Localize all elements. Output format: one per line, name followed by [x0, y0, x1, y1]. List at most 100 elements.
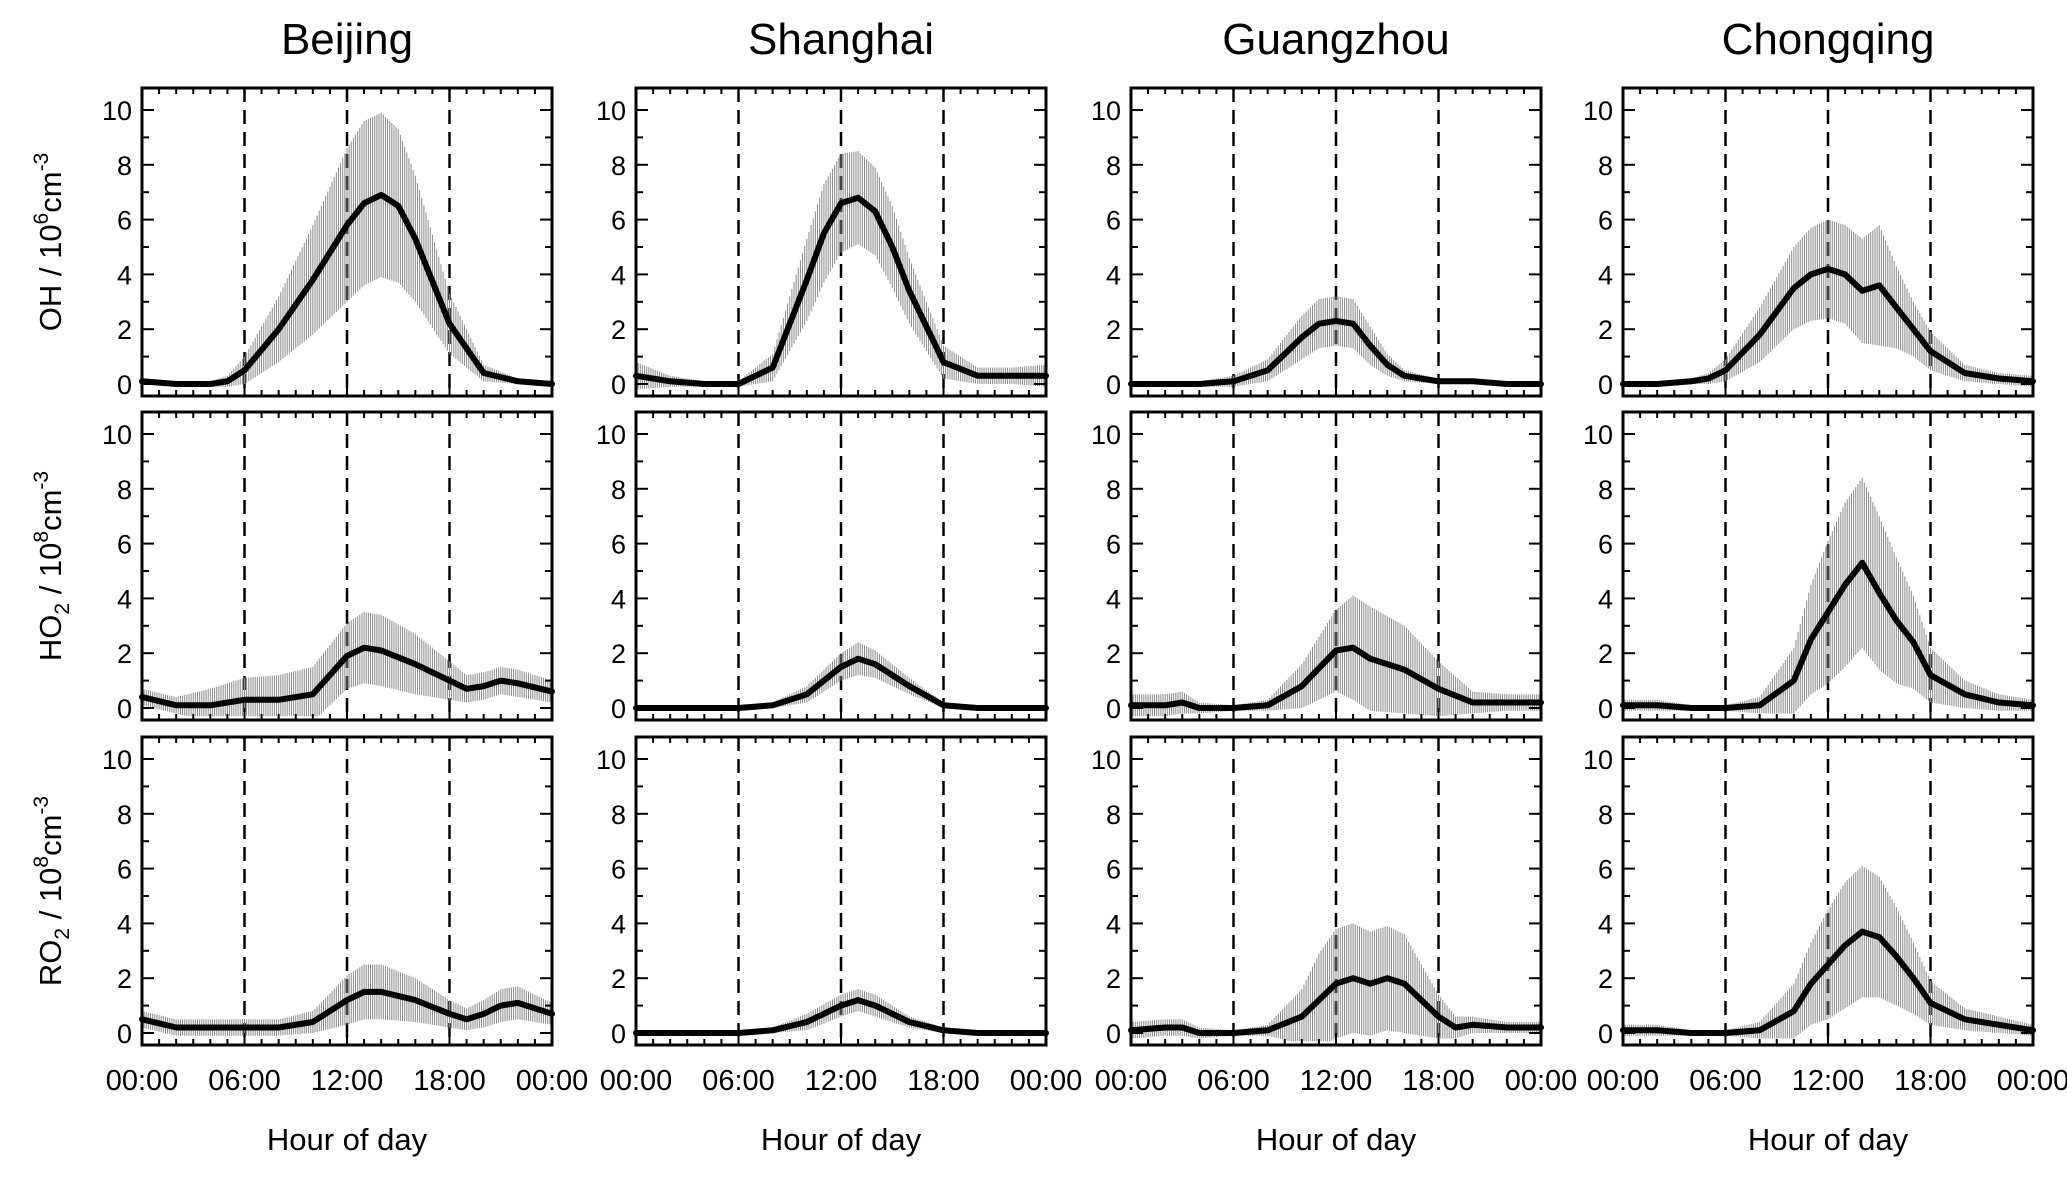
- y-tick-label: 6: [611, 206, 626, 236]
- data-point: [1791, 1008, 1797, 1014]
- y-tick-label: 8: [117, 151, 132, 181]
- y-tick-label: 6: [117, 530, 132, 560]
- data-point: [276, 1025, 282, 1031]
- y-tick-label: 4: [1106, 909, 1121, 939]
- y-axis-label: OH / 106cm-3: [30, 153, 68, 332]
- data-point: [344, 997, 350, 1003]
- data-point: [498, 678, 504, 684]
- data-point: [378, 192, 384, 198]
- data-point: [1757, 702, 1763, 708]
- data-point: [310, 277, 316, 283]
- label-part-unit_tail: cm: [33, 490, 68, 531]
- y-tick-label: 8: [611, 475, 626, 505]
- data-point: [310, 1019, 316, 1025]
- y-tick-label: 6: [611, 530, 626, 560]
- y-tick-label: 4: [611, 909, 626, 939]
- data-point: [1470, 378, 1476, 384]
- y-tick-label: 8: [1598, 800, 1613, 830]
- y-tick-label: 4: [1598, 909, 1613, 939]
- y-tick-label: 2: [117, 964, 132, 994]
- x-tick-label: 00:00: [516, 1065, 589, 1097]
- y-tick-label: 0: [1598, 694, 1613, 724]
- data-point: [1367, 981, 1373, 987]
- data-point: [821, 230, 827, 236]
- y-tick-label: 0: [117, 370, 132, 400]
- y-tick-label: 6: [1598, 206, 1613, 236]
- y-tick-label: 10: [102, 420, 132, 450]
- data-point: [276, 697, 282, 703]
- label-part-exp: 6: [30, 213, 53, 225]
- data-point: [1299, 1014, 1305, 1020]
- data-point: [1825, 609, 1831, 615]
- y-tick-label: 10: [102, 96, 132, 126]
- data-point: [667, 705, 673, 711]
- data-point: [1876, 282, 1882, 288]
- row-label-ro2: RO2 / 108cm-3: [30, 796, 74, 986]
- label-part-unit_text: / 10: [33, 543, 68, 603]
- data-point: [1299, 683, 1305, 689]
- data-point: [855, 997, 861, 1003]
- data-point: [667, 378, 673, 384]
- panel-shanghai-oh: 0 2 4 6 8 10: [596, 86, 1049, 400]
- data-point: [447, 1011, 452, 1017]
- data-point: [1367, 656, 1373, 662]
- panel-chongqing-oh: 0 2 4 6 8 10: [1583, 86, 2036, 400]
- y-tick-label: 0: [1598, 370, 1613, 400]
- y-axis-label: HO2 / 108cm-3: [30, 471, 74, 661]
- data-point: [1962, 1016, 1968, 1022]
- y-tick-label: 6: [117, 206, 132, 236]
- y-tick-label: 2: [611, 315, 626, 345]
- y-tick-label: 8: [117, 800, 132, 830]
- data-point: [207, 381, 213, 387]
- data-point: [701, 1030, 707, 1036]
- x-axis-label: Hour of day: [1256, 1122, 1417, 1157]
- y-axis-label: RO2 / 108cm-3: [30, 796, 74, 986]
- label-part-exp: 8: [30, 856, 53, 868]
- panel-guangzhou-oh: 0 2 4 6 8 10: [1091, 86, 1544, 400]
- data-point: [515, 378, 521, 384]
- y-tick-label: 4: [1598, 584, 1613, 614]
- column-title-guangzhou: Guangzhou: [1222, 15, 1450, 64]
- y-tick-label: 2: [1598, 639, 1613, 669]
- data-point: [276, 326, 282, 332]
- data-point: [1757, 332, 1763, 338]
- x-tick-label: 12:00: [1300, 1065, 1373, 1097]
- y-tick-label: 10: [1091, 96, 1121, 126]
- data-point: [1996, 1022, 2002, 1028]
- label-part-species: RO: [33, 940, 68, 987]
- data-point: [1470, 700, 1476, 706]
- y-tick-label: 0: [1106, 694, 1121, 724]
- y-tick-label: 8: [611, 800, 626, 830]
- data-point: [481, 1011, 487, 1017]
- label-part-unit_exp: -3: [30, 471, 53, 490]
- data-point: [1654, 381, 1660, 387]
- data-point: [173, 1025, 179, 1031]
- data-point: [464, 686, 470, 692]
- data-point: [1893, 617, 1899, 623]
- label-part-species: OH: [33, 285, 68, 332]
- x-axis-label: Hour of day: [761, 1122, 922, 1157]
- data-point: [1504, 700, 1510, 706]
- data-point: [361, 200, 367, 206]
- data-point: [1859, 929, 1865, 935]
- x-tick-label: 18:00: [1894, 1065, 1967, 1097]
- data-point: [1009, 373, 1015, 379]
- x-tick-label: 12:00: [805, 1065, 878, 1097]
- series-line-mean: [1620, 265, 2036, 387]
- data-point: [1333, 981, 1339, 987]
- data-point: [838, 200, 844, 206]
- data-point: [1910, 639, 1916, 645]
- data-point: [1808, 981, 1814, 987]
- y-tick-label: 10: [1091, 420, 1121, 450]
- data-point: [1299, 334, 1305, 340]
- data-point: [1265, 367, 1271, 373]
- x-tick-label: 00:00: [1997, 1065, 2067, 1097]
- data-point: [207, 702, 213, 708]
- x-tick-label: 18:00: [907, 1065, 980, 1097]
- data-point: [838, 1003, 844, 1009]
- x-tick-label: 12:00: [1792, 1065, 1865, 1097]
- data-point: [941, 359, 946, 365]
- data-point: [770, 1027, 776, 1033]
- y-tick-label: 10: [1583, 745, 1613, 775]
- data-point: [412, 997, 418, 1003]
